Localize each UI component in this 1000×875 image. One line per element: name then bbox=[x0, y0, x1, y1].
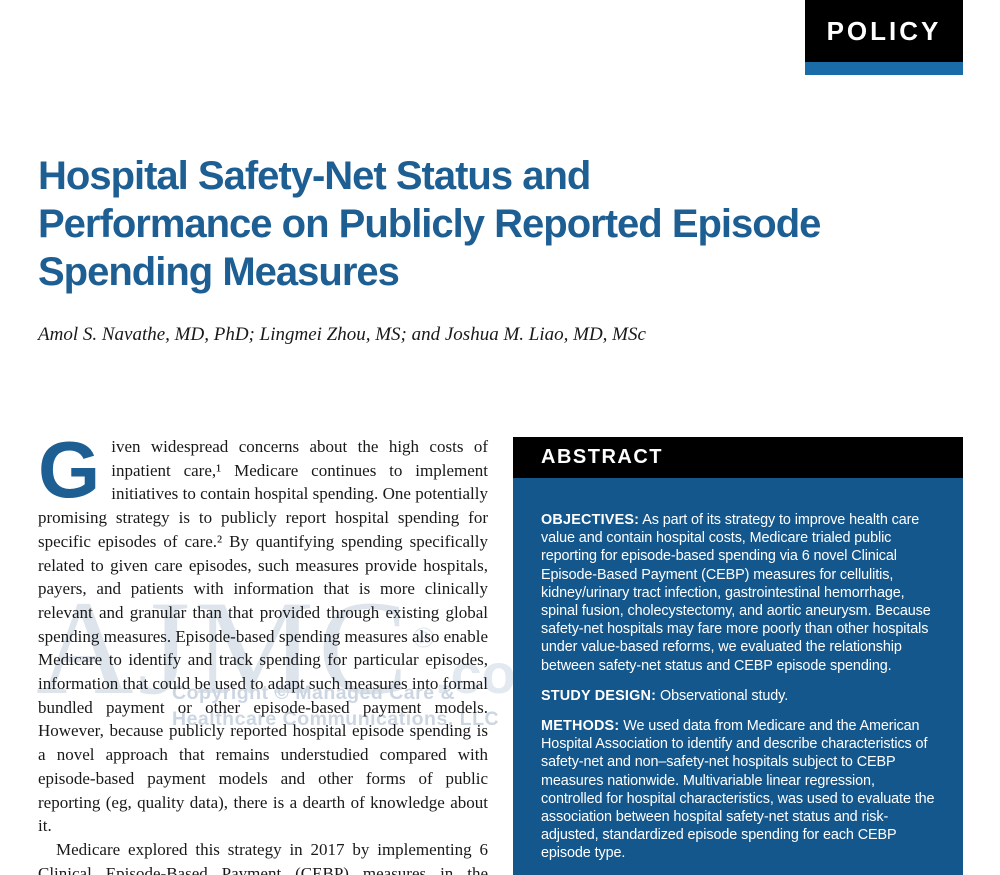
policy-badge-label: POLICY bbox=[826, 15, 942, 46]
abstract-section-methods: METHODS: We used data from Medicare and … bbox=[541, 717, 937, 863]
abstract-section-objectives: OBJECTIVES: As part of its strategy to i… bbox=[541, 511, 937, 675]
watermark: AJMC®.com Copyright © Managed Care & Hea… bbox=[36, 568, 566, 744]
abstract-section-text: Observational study. bbox=[659, 687, 789, 704]
page-title: Hospital Safety-Net Status and Performan… bbox=[38, 154, 821, 294]
body-paragraph-2: Medicare explored this strategy in 2017 … bbox=[38, 839, 488, 875]
abstract-section-label: OBJECTIVES: bbox=[541, 512, 640, 528]
abstract-section-label: STUDY DESIGN: bbox=[541, 687, 657, 704]
abstract-section-text: As part of its strategy to improve healt… bbox=[541, 512, 931, 674]
abstract-section-study-design: STUDY DESIGN: Observational study. bbox=[541, 687, 937, 705]
policy-badge-black-box: POLICY bbox=[805, 0, 963, 62]
watermark-copyright: Copyright © Managed Care & Healthcare Co… bbox=[172, 680, 499, 732]
body-paragraph-1-text: iven widespread concerns about the high … bbox=[38, 437, 488, 836]
abstract-section-label: METHODS: bbox=[541, 718, 620, 735]
abstract-section-text: We used data from Medicare and the Ameri… bbox=[541, 718, 935, 862]
abstract-header: ABSTRACT bbox=[513, 437, 963, 478]
policy-badge-accent-bar bbox=[805, 62, 963, 75]
drop-cap: G bbox=[38, 425, 101, 514]
abstract-panel: ABSTRACT OBJECTIVES: As part of its stra… bbox=[513, 437, 963, 875]
registered-mark-icon: ® bbox=[412, 621, 435, 654]
watermark-copyright-line1: Copyright © Managed Care & bbox=[172, 682, 456, 704]
watermark-copyright-line2: Healthcare Communications, LLC bbox=[172, 708, 500, 730]
abstract-body: OBJECTIVES: As part of its strategy to i… bbox=[513, 478, 963, 875]
abstract-title: ABSTRACT bbox=[541, 446, 663, 468]
watermark-logo: AJMC®.com bbox=[36, 568, 566, 744]
watermark-logo-text: AJMC bbox=[36, 574, 413, 723]
authors-byline: Amol S. Navathe, MD, PhD; Lingmei Zhou, … bbox=[38, 324, 646, 345]
policy-badge: POLICY bbox=[805, 0, 963, 75]
